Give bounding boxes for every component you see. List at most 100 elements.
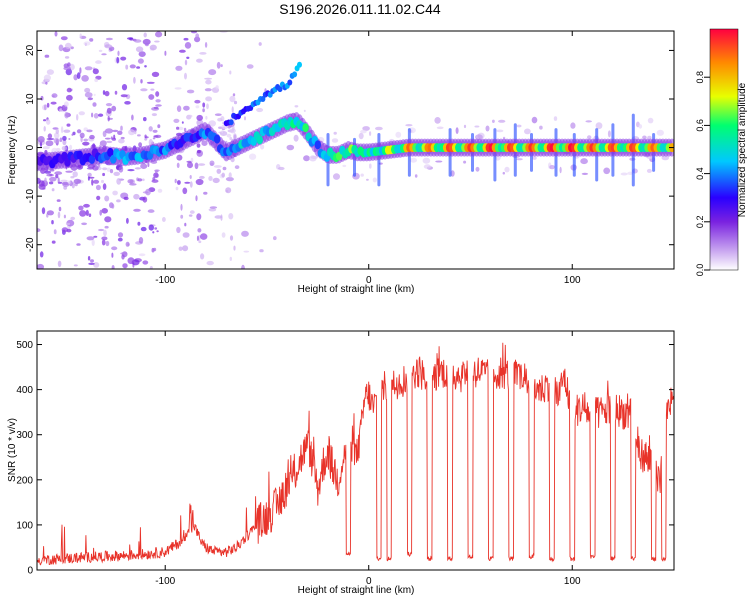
spectrogram-noise-blob [138,51,146,57]
spectrogram-noise-blob [38,183,46,190]
snr-y-tick-label: 500 [16,340,33,351]
spectrogram-noise-blob [117,237,123,242]
spectrogram-noise-blob [122,263,128,269]
spectrogram-noise-blob [148,224,154,231]
spectrogram-noise-blob [106,140,113,144]
spectrogram-noise-blob [220,214,223,221]
spectrogram-noise-blob [106,107,112,114]
spectrogram-noise-blob [70,176,75,179]
snr-x-axis-label: Height of straight line (km) [298,585,415,596]
spectrogram-noise-blob [60,126,64,134]
colorbar-label: Normalized spectral amplitude [737,82,748,217]
snr-y-tick-label: 400 [16,385,33,396]
colorbar: 0.0 0.2 0.4 0.6 0.8 Normalized spectral ampl… [695,28,748,276]
spectrogram-noise-blob [125,241,130,247]
spectrogram-noise-blob [101,208,108,214]
spectrogram-noise-blob [104,137,111,140]
spectrogram-noise-blob [144,42,149,47]
spectrogram-noise-blob [101,236,108,241]
spectrogram-noise-blob [43,119,47,122]
spectrogram-noise-blob [78,111,86,116]
spectrogram-noise-blob [87,97,94,101]
spectrogram-noise-blob [152,177,156,181]
spectrogram-noise-blob [60,179,68,182]
spectrogram-noise-blob [180,203,183,211]
spectrogram-noise-blob [587,135,592,140]
spectrogram-noise-blob [209,160,215,166]
spectrogram-noise-blob [142,196,148,203]
spectrogram-noise-blob [175,186,179,191]
spectrogram-noise-blob [204,42,208,48]
spectrogram-noise-blob [187,162,193,169]
spectrogram-noise-blob [177,126,184,131]
spectrogram-noise-blob [260,144,265,150]
spectrogram-noise-blob [53,138,60,144]
spectrogram-noise-blob [64,111,69,119]
spectrogram-noise-blob [127,169,135,172]
spectrogram-noise-blob [46,102,50,108]
spectrogram-noise-blob [116,57,120,64]
spectrogram-noise-blob [516,124,522,128]
spectrogram-noise-blob [184,59,188,66]
spectrogram-noise-blob [221,130,224,134]
spectrogram-noise-blob [155,91,160,97]
spectrogram-noise-blob [204,88,212,92]
spectrogram-noise-blob [87,172,92,177]
spectrogram-noise-blob [225,177,234,182]
spectrogram-noise-blob [92,102,97,107]
spectrogram-noise-blob [67,62,71,67]
spectrogram-noise-blob [99,140,107,147]
spectrogram-noise-blob [89,38,94,42]
spectrogram-noise-blob [331,138,339,143]
spectrogram-branch-cell [292,71,298,78]
spectrogram-y-tick-label: -10 [25,188,36,203]
spectrogram-branch-cell [277,86,283,93]
spectrogram-noise-blob [91,112,94,118]
spectrogram-noise-blob [95,184,101,191]
spectrogram-noise-blob [93,179,100,184]
spectrogram-noise-blob [258,42,262,46]
spectrogram-noise-blob [66,123,71,127]
spectrogram-noise-blob [230,157,235,163]
spectrogram-noise-blob [83,41,91,46]
spectrogram-noise-blob [102,172,105,177]
spectrogram-noise-blob [154,40,160,43]
spectrogram-noise-blob [603,167,611,175]
spectrogram-noise-blob [76,72,81,79]
spectrogram-noise-blob [101,179,104,184]
spectrogram-noise-blob [137,221,141,226]
spectrogram-noise-blob [195,178,204,186]
spectrogram-noise-blob [409,157,417,163]
spectrogram-noise-blob [120,136,125,140]
spectrogram-noise-blob [229,137,233,141]
spectrogram-noise-blob [229,70,232,75]
spectrogram-noise-blob [553,116,558,121]
spectrogram-noise-blob [95,60,102,64]
spectrogram-noise-blob [56,199,61,202]
spectrogram-y-tick-label: 10 [25,93,36,105]
snr-series-line [37,342,674,566]
spectrogram-noise-blob [133,193,140,200]
spectrogram-noise-blob [208,176,213,181]
spectrogram-noise-blob [117,130,123,135]
spectrogram-noise-blob [190,157,194,163]
spectrogram-noise-blob [549,165,555,170]
spectrogram-noise-blob [91,239,95,247]
spectrogram-noise-blob [182,187,188,195]
spectrogram-noise-blob [176,126,180,130]
spectrogram-noise-blob [117,232,124,238]
spectrogram-x-axis-label: Height of straight line (km) [298,284,415,295]
spectrogram-noise-blob [93,93,96,97]
spectrogram-branch-cell [228,119,234,126]
snr-x-ticks: -100 0 100 [155,331,581,587]
spectrogram-noise-blob [142,38,151,45]
spectrogram-noise-blob [201,140,208,146]
spectrogram-noise-blob [436,126,444,130]
spectrogram-noise-blob [147,162,150,167]
spectrogram-noise-blob [455,127,459,134]
spectrogram-noise-blob [37,177,41,184]
spectrogram-noise-blob [116,178,122,185]
spectrogram-noise-blob [186,89,195,94]
spectrogram-x-tick-label: 100 [564,275,581,286]
